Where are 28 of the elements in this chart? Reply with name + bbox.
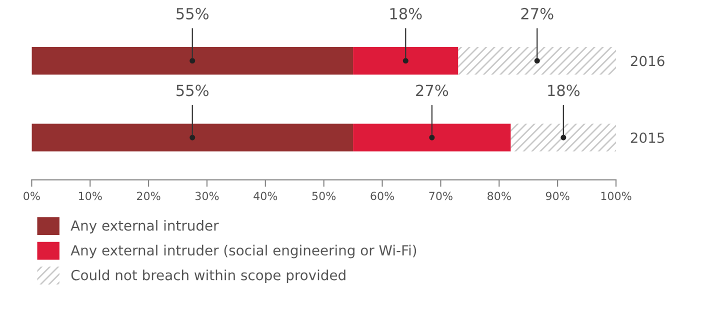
y-tick-label: 2015	[630, 132, 664, 144]
data-label: 18%	[548, 84, 580, 96]
data-label: 27%	[416, 84, 448, 96]
data-label: 55%	[176, 84, 209, 96]
x-tick-label: 50%	[312, 192, 336, 200]
x-tick-label: 60%	[370, 192, 394, 200]
legend-label: Any external intruder (social engineering or Wi-Fi)	[70, 244, 416, 258]
x-tick-label: 20%	[137, 192, 160, 200]
bar	[32, 46, 354, 75]
x-tick-label: 0%	[24, 192, 40, 200]
x-tick-label: 90%	[546, 192, 570, 200]
bar	[353, 46, 458, 75]
x-tick-label: 10%	[78, 192, 102, 200]
data-label: 55%	[176, 8, 209, 20]
x-tick-label: 100%	[601, 192, 632, 200]
bar	[510, 124, 616, 152]
legend-label: Any external intruder	[70, 220, 219, 234]
x-tick-label: 70%	[429, 192, 452, 200]
x-tick-label: 40%	[254, 192, 278, 200]
x-tick-label: 30%	[195, 192, 219, 200]
x-tick-label: 80%	[488, 192, 511, 200]
bar	[458, 46, 616, 75]
data-label: 27%	[521, 8, 554, 20]
bar	[353, 124, 511, 152]
legend-label: Could not breach within scope provided	[71, 270, 346, 284]
y-tick-label: 2016	[630, 56, 664, 66]
bar	[32, 124, 354, 152]
data-label: 18%	[390, 8, 422, 20]
